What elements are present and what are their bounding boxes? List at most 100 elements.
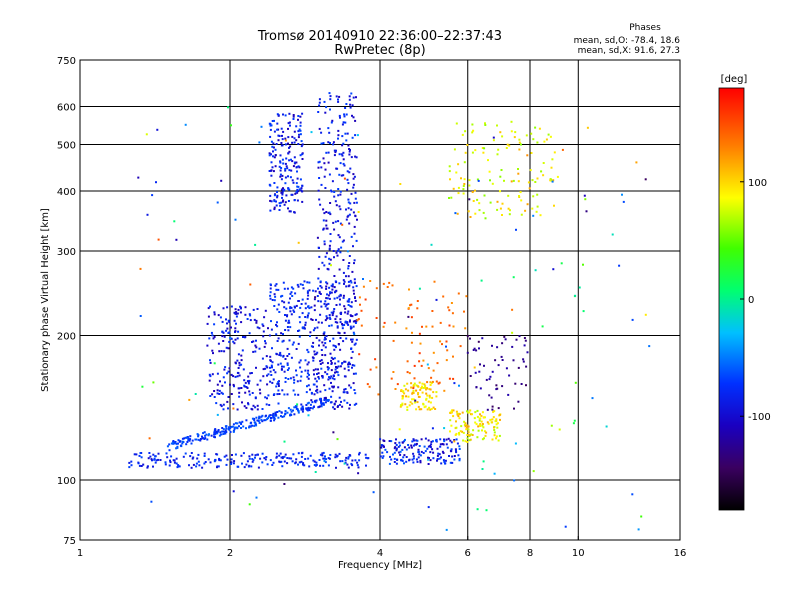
data-point [307, 305, 310, 308]
data-point [272, 369, 275, 372]
data-point [494, 359, 497, 362]
data-point [140, 465, 143, 467]
data-point [266, 374, 268, 377]
data-point [330, 359, 333, 362]
data-point [430, 408, 433, 410]
data-point [354, 372, 357, 375]
data-point [311, 401, 314, 404]
data-point [325, 285, 328, 288]
data-point [183, 437, 186, 440]
data-point [335, 149, 337, 152]
data-point [507, 393, 510, 396]
data-point [330, 395, 333, 398]
data-point [269, 199, 272, 202]
data-point [354, 155, 357, 158]
data-point [277, 381, 280, 383]
data-point [517, 168, 519, 170]
data-point [543, 140, 546, 143]
data-point [241, 420, 244, 423]
data-point [306, 291, 309, 294]
data-point [284, 319, 287, 322]
data-point [334, 371, 336, 374]
data-point [485, 378, 488, 381]
data-point [311, 319, 314, 321]
data-point [261, 323, 264, 326]
data-point [270, 328, 273, 331]
data-point [332, 143, 335, 146]
data-point [248, 457, 251, 460]
data-point [382, 282, 385, 285]
data-point [472, 129, 475, 132]
data-point [209, 375, 212, 378]
data-point [379, 438, 382, 441]
data-point [184, 436, 187, 439]
data-point [358, 459, 361, 462]
data-point [355, 156, 358, 159]
data-point [316, 351, 319, 354]
data-point [395, 444, 398, 446]
data-point [288, 353, 291, 355]
data-point [412, 438, 415, 441]
data-point [215, 453, 218, 456]
data-point [203, 455, 206, 457]
data-point [173, 461, 176, 464]
data-point [536, 177, 539, 180]
data-point [257, 420, 260, 422]
data-point [499, 190, 501, 193]
data-point [335, 95, 338, 98]
data-point [351, 136, 354, 139]
data-point [347, 299, 350, 302]
data-point [245, 419, 248, 422]
data-point [338, 153, 341, 156]
data-point [340, 153, 343, 156]
data-point [342, 259, 345, 261]
data-point [337, 188, 340, 190]
data-point [220, 391, 223, 394]
data-point [212, 352, 214, 355]
data-point [278, 454, 281, 457]
data-point [330, 369, 333, 372]
data-point [232, 430, 235, 433]
data-point [438, 457, 441, 460]
data-point [315, 461, 318, 464]
data-point [314, 290, 317, 293]
data-point [518, 195, 520, 197]
data-point [258, 415, 261, 418]
data-point [583, 194, 586, 197]
data-point [476, 415, 479, 418]
data-point [485, 509, 488, 512]
data-point [217, 342, 220, 345]
data-point [491, 182, 494, 185]
data-point [320, 359, 323, 362]
data-point [184, 452, 187, 455]
data-point [452, 415, 455, 418]
data-point [465, 428, 468, 431]
data-point [325, 281, 328, 284]
data-point [238, 421, 241, 424]
data-point [355, 285, 358, 288]
data-point [276, 186, 279, 189]
data-point [252, 350, 255, 353]
data-point [332, 406, 335, 409]
data-point [493, 431, 496, 434]
data-point [326, 267, 329, 270]
data-point [425, 392, 428, 395]
data-point [496, 200, 499, 203]
data-point [480, 420, 483, 423]
data-point [394, 321, 397, 324]
data-point [301, 190, 304, 193]
data-point [296, 199, 299, 202]
x-axis-label: Frequency [MHz] [338, 560, 422, 571]
data-point [284, 143, 287, 146]
data-point [275, 200, 277, 203]
data-point [324, 389, 327, 392]
data-point [499, 175, 502, 178]
data-point [336, 296, 339, 299]
data-point [334, 220, 337, 223]
data-point [350, 305, 353, 308]
data-point [273, 299, 276, 302]
data-point [274, 154, 277, 157]
data-point [431, 380, 434, 383]
data-point [309, 403, 312, 406]
data-point [227, 106, 229, 109]
